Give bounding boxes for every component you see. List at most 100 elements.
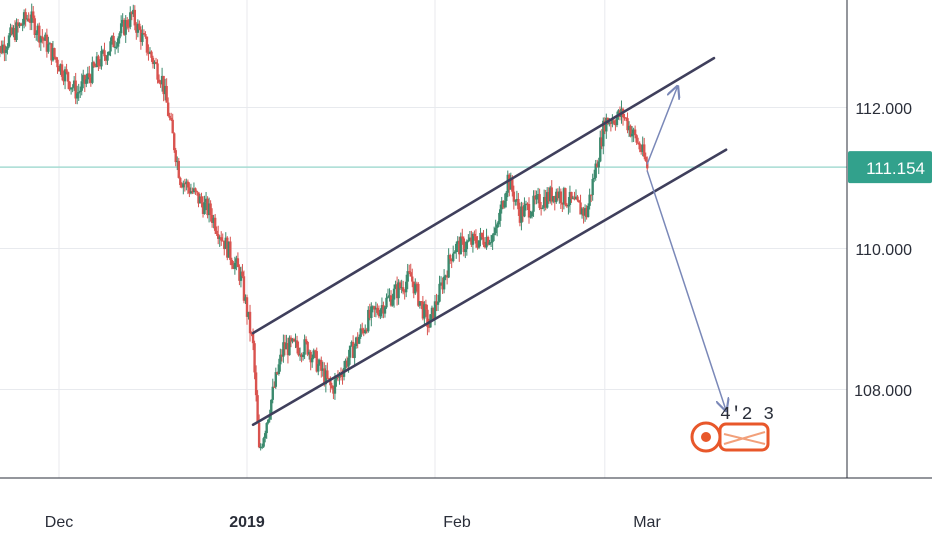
candle-body [450, 258, 453, 262]
candle-body [455, 243, 458, 253]
candle-body [50, 43, 53, 61]
candle-body [418, 301, 422, 306]
candle-body [351, 341, 355, 358]
candle-body [444, 275, 447, 277]
candle-body [188, 187, 191, 194]
projection-up-arrow[interactable] [646, 86, 677, 165]
candle-body [13, 28, 17, 41]
candle-body [300, 354, 303, 358]
candle-body [323, 368, 326, 385]
candle-body [256, 395, 259, 423]
candle-body [41, 36, 44, 39]
candle-body [345, 360, 349, 367]
candle-body [12, 28, 15, 35]
candle-body [421, 301, 425, 319]
candle-body [130, 12, 133, 15]
candle-body [244, 297, 247, 301]
trend-channel-drawings[interactable] [251, 56, 728, 427]
candle-body [91, 62, 94, 83]
candle-body [515, 199, 519, 201]
channel-lower-line[interactable] [251, 148, 728, 427]
candle-body [350, 341, 353, 346]
candle-body [641, 144, 644, 152]
candle-body [150, 51, 153, 58]
candle-body [25, 18, 29, 20]
candle-body [491, 235, 494, 243]
candle-body [594, 163, 597, 178]
candle-body [414, 283, 417, 294]
candle-body [539, 207, 543, 209]
channel-upper-line[interactable] [251, 56, 716, 335]
candle-body [570, 191, 573, 199]
candle-body [486, 236, 490, 245]
candle-body [420, 301, 423, 303]
candle-body [591, 179, 594, 196]
time-axis[interactable]: Dec 2019 Feb Mar [0, 477, 932, 531]
candle-body [68, 81, 71, 90]
candle-body [498, 209, 502, 221]
candle-body [559, 191, 563, 203]
candle-body [400, 287, 403, 289]
candle-body [116, 38, 120, 47]
candle-body [28, 21, 32, 23]
candle-body [424, 304, 428, 310]
candle-body [599, 137, 602, 162]
candle-body [435, 301, 438, 305]
candle-body [38, 25, 41, 43]
candle-body [445, 275, 449, 278]
candle-body [517, 199, 520, 210]
candle-body [365, 329, 368, 332]
candle-body [473, 233, 476, 237]
candle-body [635, 135, 638, 143]
candle-body [404, 281, 408, 293]
candle-body [568, 191, 572, 205]
candle-body [297, 347, 300, 356]
candle-body [509, 178, 513, 190]
candle-body [86, 73, 90, 80]
candle-body [135, 25, 138, 33]
candle-body [330, 385, 334, 389]
projection-down-arrow[interactable] [646, 170, 726, 411]
candle-body [447, 255, 450, 278]
last-price-badge[interactable]: 111.154 [848, 151, 932, 184]
candle-body [191, 191, 194, 193]
candle-body [527, 204, 531, 218]
candle-body [315, 351, 318, 372]
candle-body [488, 242, 491, 245]
candle-body [280, 354, 284, 357]
candle-body [500, 200, 503, 210]
candle-body [439, 282, 443, 284]
candle-body [523, 205, 526, 217]
candle-body [6, 46, 9, 50]
candle-body [147, 52, 150, 54]
candle-body [310, 357, 314, 363]
candle-body [536, 194, 540, 196]
candle-body [145, 36, 149, 53]
candle-body [254, 372, 258, 396]
candle-body [247, 311, 250, 317]
candle-body [354, 337, 358, 347]
candle-body [574, 196, 578, 200]
candle-body [210, 214, 214, 223]
candle-body [329, 379, 332, 386]
candle-body [212, 217, 215, 223]
candle-body [462, 238, 466, 253]
candle-body [514, 200, 517, 202]
candle-body [53, 48, 56, 58]
time-label: 2019 [229, 514, 265, 531]
candle-body [179, 177, 182, 186]
candle-body [632, 129, 635, 134]
candle-body [474, 236, 478, 244]
candle-body [79, 90, 82, 93]
price-axis[interactable]: 112.000 110.000 108.000 [846, 0, 912, 478]
candle-body [203, 202, 206, 214]
candle-body [104, 56, 108, 61]
candle-body [277, 364, 281, 374]
candle-body [129, 12, 132, 27]
candle-body [614, 123, 617, 126]
candle-body [182, 183, 185, 188]
candle-body [482, 237, 485, 245]
candle-body [406, 271, 409, 282]
candle-body [639, 149, 643, 152]
